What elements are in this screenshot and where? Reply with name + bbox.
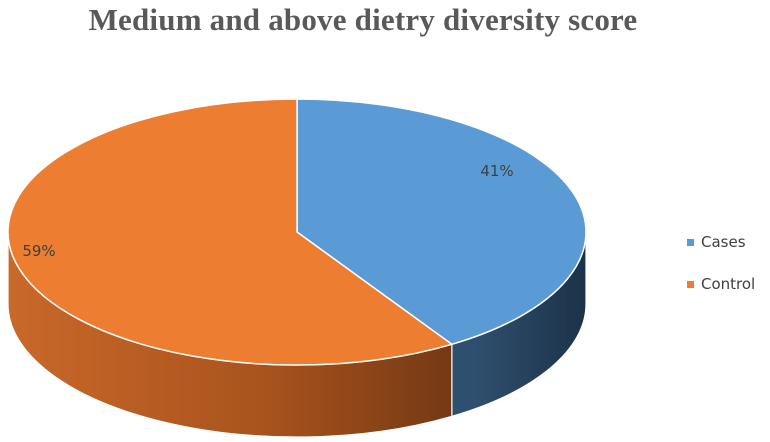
legend-label: Control — [701, 275, 756, 293]
pie-slice-cases — [296, 98, 587, 346]
legend: Cases Control — [687, 232, 755, 316]
legend-item-control: Control — [687, 274, 755, 294]
pie-slice-control — [7, 98, 453, 366]
legend-swatch-control — [687, 280, 694, 288]
legend-label: Cases — [701, 233, 746, 251]
data-label-cases: 41% — [480, 162, 513, 180]
data-label-control: 59% — [22, 242, 55, 260]
legend-item-cases: Cases — [687, 232, 755, 252]
legend-swatch-cases — [687, 238, 694, 246]
chart-title: Medium and above dietry diversity score — [88, 2, 638, 37]
